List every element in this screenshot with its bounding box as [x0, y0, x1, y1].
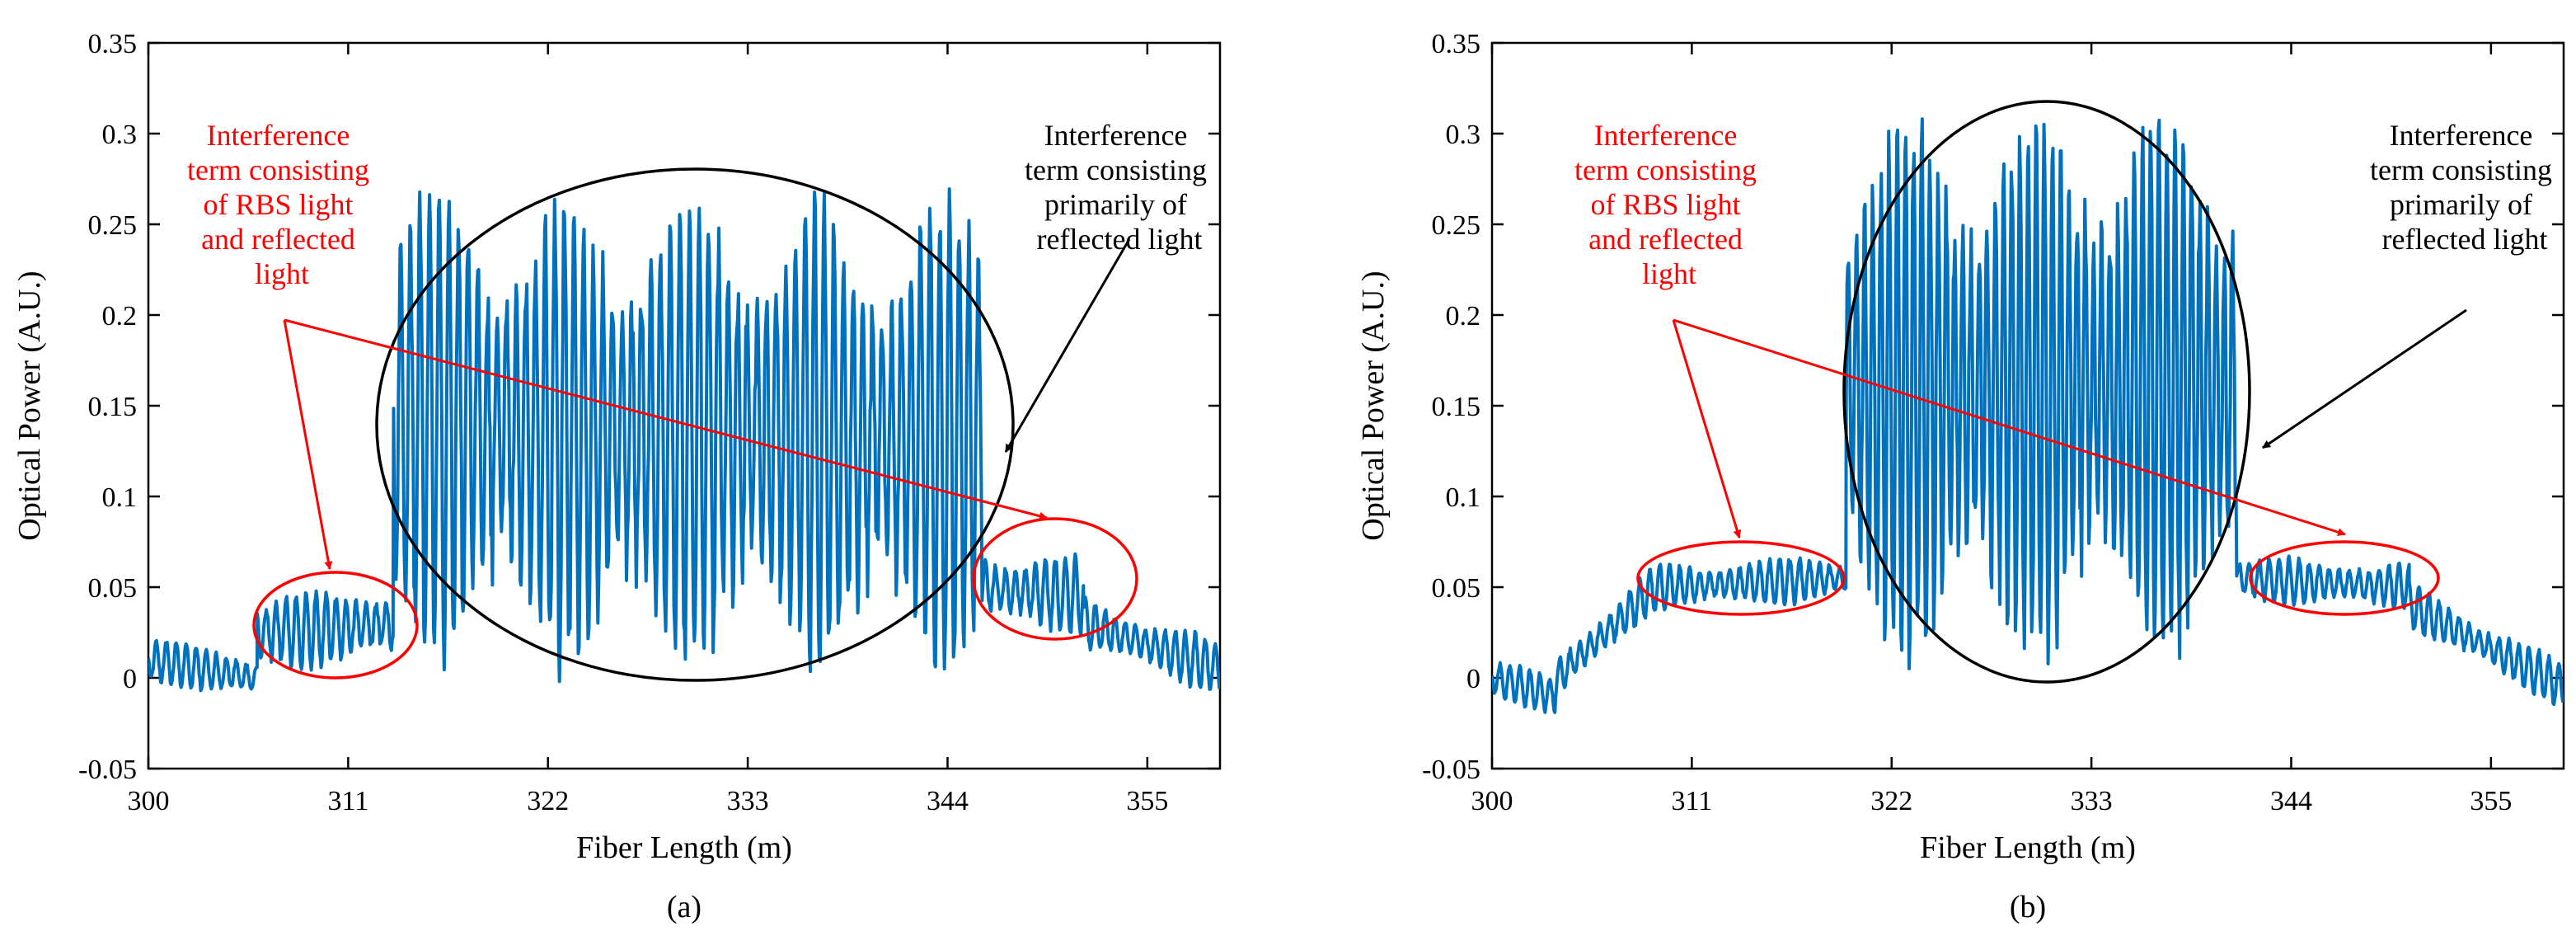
- black-annotation-a: Interference term consisting primarily o…: [1025, 119, 1214, 256]
- y-axis-label-b: Optical Power (A.U.): [1356, 270, 1391, 540]
- y-tick-label: 0.05: [1432, 573, 1481, 604]
- y-tick-label: 0: [1466, 664, 1480, 694]
- black-arrow-b: [2262, 308, 2467, 449]
- x-tick-label: 322: [527, 786, 569, 816]
- x-tick-label: 333: [727, 786, 769, 816]
- y-tick-label: 0.25: [88, 210, 138, 241]
- panel-a: -0.05 0 0.05 0.1 0.15 0.2 0.25 0.3 0.35 300 311 322…: [12, 29, 1222, 924]
- black-ellipse-a: [375, 167, 1015, 682]
- axes-b: -0.05 0 0.05 0.1 0.15 0.2 0.25 0.3 0.35 300 311 322…: [1422, 29, 2564, 816]
- red-arrow-1-a: [283, 319, 333, 570]
- y-tick-label: 0.15: [1432, 392, 1481, 422]
- black-arrow-a: [1004, 238, 1131, 453]
- signal-line-a: [148, 187, 1220, 693]
- y-tick-label: 0.35: [1432, 29, 1481, 59]
- y-tick-label: 0.35: [88, 29, 138, 59]
- x-tick-label: 322: [1870, 786, 1912, 816]
- x-tick-label: 333: [2071, 786, 2113, 816]
- signal-line-b: [1492, 117, 2564, 714]
- x-tick-label: 311: [1671, 786, 1712, 816]
- x-tick-label: 300: [1471, 786, 1513, 816]
- red-arrow-2-a: [284, 318, 1048, 520]
- red-ellipse-right-a: [972, 517, 1138, 641]
- x-axis-label-a: Fiber Length (m): [576, 830, 792, 865]
- panel-label-a: (a): [667, 890, 701, 924]
- y-tick-label: 0.05: [88, 573, 138, 604]
- y-tick-label: 0.3: [1446, 120, 1481, 150]
- y-tick-label: -0.05: [78, 755, 137, 785]
- x-tick-label: 344: [927, 786, 969, 816]
- y-tick-label: 0.1: [102, 482, 138, 513]
- y-tick-label: -0.05: [1422, 755, 1480, 785]
- y-tick-label: 0: [123, 664, 137, 694]
- x-tick-label: 355: [2470, 786, 2512, 816]
- x-axis-label-b: Fiber Length (m): [1920, 830, 2136, 865]
- red-ellipse-left-b: [1636, 540, 1846, 616]
- red-arrow-2-b: [1673, 318, 2346, 537]
- y-tick-label: 0.15: [88, 392, 138, 422]
- red-arrow-1-b: [1672, 319, 1742, 539]
- black-ellipse-b: [1842, 100, 2251, 684]
- x-tick-label: 300: [128, 786, 170, 816]
- panel-label-b: (b): [2010, 890, 2046, 924]
- y-tick-label: 0.2: [102, 301, 138, 332]
- red-annotation-b: Interference term consisting of RBS ligh…: [1574, 119, 1764, 290]
- x-tick-label: 344: [2270, 786, 2312, 816]
- y-tick-label: 0.25: [1432, 210, 1481, 241]
- black-annotation-b: Interference term consisting primarily o…: [2370, 119, 2560, 256]
- panel-b: -0.05 0 0.05 0.1 0.15 0.2 0.25 0.3 0.35 300 311 322…: [1356, 29, 2565, 924]
- y-tick-label: 0.1: [1446, 482, 1481, 513]
- y-axis-label-a: Optical Power (A.U.): [12, 270, 47, 540]
- red-annotation-a: Interference term consisting of RBS ligh…: [187, 119, 377, 290]
- x-tick-label: 355: [1126, 786, 1168, 816]
- red-ellipse-right-b: [2249, 540, 2440, 616]
- axes-a: -0.05 0 0.05 0.1 0.15 0.2 0.25 0.3 0.35 300 311 322…: [78, 29, 1220, 816]
- y-tick-label: 0.2: [1446, 301, 1481, 332]
- y-tick-label: 0.3: [102, 120, 138, 150]
- x-tick-label: 311: [327, 786, 368, 816]
- red-ellipse-left-a: [252, 571, 419, 680]
